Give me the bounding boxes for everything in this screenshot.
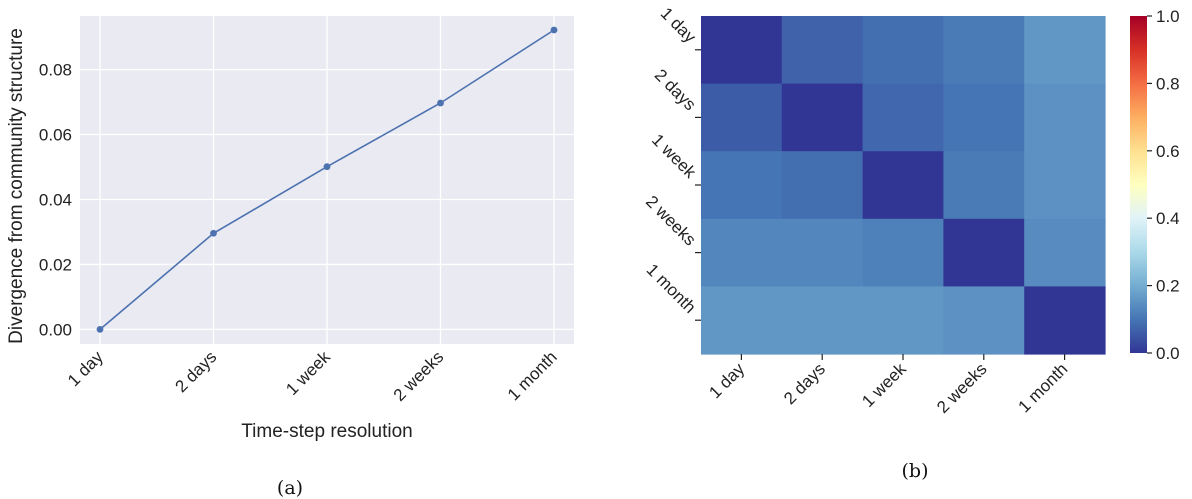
x-tick-label: 1 week xyxy=(282,347,334,399)
col-tick-label: 1 day xyxy=(705,359,748,402)
heatmap-cell xyxy=(943,286,1025,355)
heatmap-cell xyxy=(862,151,944,220)
row-tick-label: 1 week xyxy=(648,130,700,182)
row-tick-label: 1 month xyxy=(643,260,700,317)
y-tick-label: 0.06 xyxy=(39,126,72,145)
caption-b: (b) xyxy=(902,460,929,482)
heatmap-cell xyxy=(781,83,864,152)
heatmap-cell xyxy=(862,218,944,287)
heatmap-cell xyxy=(1024,16,1106,85)
y-tick-label: 0.02 xyxy=(39,255,72,274)
colorbar-tick-label: 1.0 xyxy=(1156,7,1180,26)
heatmap-cell xyxy=(862,83,944,152)
line-chart-points xyxy=(96,26,558,333)
y-tick-label: 0.08 xyxy=(39,61,72,80)
heatmap-cell xyxy=(781,218,864,287)
heatmap-cell xyxy=(701,286,783,355)
row-tick-label: 2 weeks xyxy=(642,192,700,250)
col-tick-label: 1 week xyxy=(858,359,910,411)
colorbar xyxy=(1130,16,1147,353)
heatmap-cell xyxy=(1024,151,1106,220)
heatmap-cell xyxy=(701,151,783,220)
data-point xyxy=(323,163,331,171)
x-axis-label: Time-step resolution xyxy=(241,421,412,442)
colorbar-tick-label: 0.4 xyxy=(1156,209,1180,228)
col-tick-label: 1 month xyxy=(1015,359,1072,416)
heatmap-cell xyxy=(1024,218,1106,287)
line-chart-x-ticks: 1 day 2 days 1 week 2 weeks 1 month xyxy=(64,347,561,405)
heatmap-cell xyxy=(701,83,783,152)
heatmap-cell xyxy=(943,16,1025,85)
line-chart-grid xyxy=(80,16,574,344)
heatmap-cells xyxy=(701,16,1106,355)
data-point xyxy=(210,229,217,237)
x-tick-label: 1 day xyxy=(64,347,107,390)
heatmap-cell xyxy=(781,286,864,355)
heatmap-cell xyxy=(943,83,1025,152)
heatmap-cell xyxy=(943,218,1025,287)
heatmap-cell xyxy=(1024,286,1106,355)
heatmap-cell xyxy=(781,16,864,85)
y-tick-label: 0.04 xyxy=(39,190,72,209)
colorbar-tick-label: 0.2 xyxy=(1156,277,1180,296)
heatmap-cell xyxy=(862,16,944,85)
heatmap-cell xyxy=(701,16,783,85)
colorbar-tick-label: 0.8 xyxy=(1156,74,1180,93)
caption-a: (a) xyxy=(277,477,303,499)
row-tick-label: 1 day xyxy=(657,4,700,47)
x-tick-label: 2 weeks xyxy=(390,347,448,405)
data-point xyxy=(437,99,444,107)
data-point xyxy=(96,325,104,333)
heatmap-chart: 1 day 2 days 1 week 2 weeks 1 month 1 day 2 d… xyxy=(642,4,1180,482)
x-tick-label: 1 month xyxy=(504,347,561,404)
x-tick-label: 2 days xyxy=(171,347,220,396)
heatmap-col-ticks: 1 day 2 days 1 week 2 weeks 1 month xyxy=(705,354,1071,417)
heatmap-row-ticks: 1 day 2 days 1 week 2 weeks 1 month xyxy=(642,4,701,321)
heatmap-cell xyxy=(943,151,1025,220)
y-tick-label: 0.00 xyxy=(39,320,72,339)
line-chart: 0.00 0.02 0.04 0.06 0.08 1 day 2 days 1 week 2 … xyxy=(6,16,574,499)
colorbar-tick-label: 0.0 xyxy=(1156,344,1180,363)
data-point xyxy=(550,26,558,34)
heatmap-cell xyxy=(862,286,944,355)
colorbar-ticks: 0.0 0.2 0.4 0.6 0.8 1.0 xyxy=(1147,7,1180,363)
colorbar-tick-label: 0.6 xyxy=(1156,142,1180,161)
col-tick-label: 2 weeks xyxy=(933,359,991,417)
line-chart-y-ticks: 0.00 0.02 0.04 0.06 0.08 xyxy=(39,61,72,340)
heatmap-cell xyxy=(701,218,783,287)
col-tick-label: 2 days xyxy=(780,359,829,408)
y-axis-label: Divergence from community structure xyxy=(6,28,27,344)
heatmap-cell xyxy=(781,151,864,220)
row-tick-label: 2 days xyxy=(651,65,700,114)
heatmap-cell xyxy=(1024,83,1106,152)
